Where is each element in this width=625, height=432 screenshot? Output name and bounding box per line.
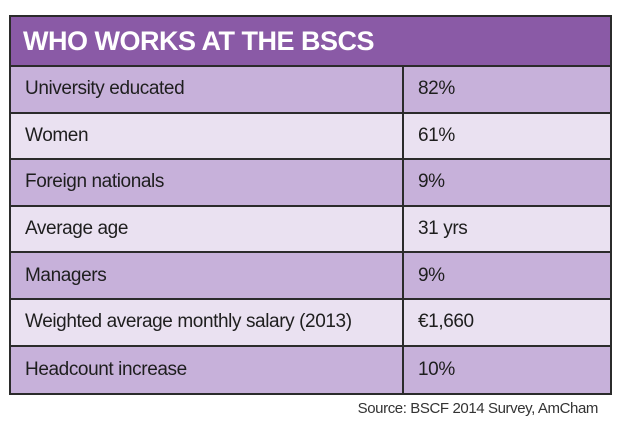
row-label: University educated: [11, 67, 404, 112]
row-label: Headcount increase: [11, 346, 404, 394]
table-row: Headcount increase 10%: [11, 346, 610, 394]
stats-table: WHO WORKS AT THE BSCS University educate…: [9, 15, 612, 396]
table-title: WHO WORKS AT THE BSCS: [23, 25, 374, 56]
row-label: Weighted average monthly salary (2013): [11, 299, 404, 345]
row-value: €1,660: [418, 311, 474, 333]
row-label: Average age: [11, 206, 404, 252]
table-row: Weighted average monthly salary (2013) €…: [11, 299, 610, 347]
row-label: Managers: [11, 253, 404, 298]
table-header: WHO WORKS AT THE BSCS: [11, 17, 610, 67]
row-label: Foreign nationals: [11, 160, 404, 205]
row-value: 9%: [418, 171, 445, 193]
row-label: Women: [11, 113, 404, 159]
row-value: 10%: [418, 358, 455, 380]
row-value: 82%: [418, 78, 455, 100]
table-row: Women 61%: [11, 113, 610, 161]
table-row: University educated 82%: [11, 67, 610, 114]
row-value: 31 yrs: [418, 218, 468, 240]
source-caption: Source: BSCF 2014 Survey, AmCham: [357, 400, 599, 417]
table-row: Average age 31 yrs: [11, 206, 610, 254]
row-value: 9%: [418, 264, 445, 286]
row-value: 61%: [418, 124, 455, 146]
table-row: Managers 9%: [11, 253, 610, 300]
table-row: Foreign nationals 9%: [11, 160, 610, 207]
